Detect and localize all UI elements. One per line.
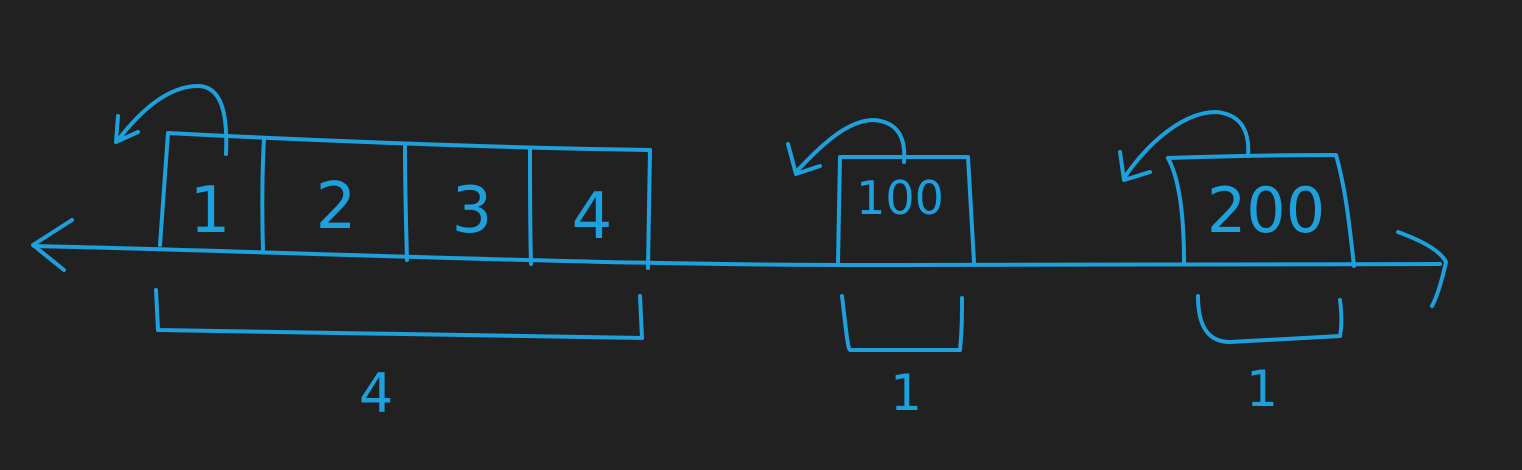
- group-3-count-label: 1: [1246, 360, 1278, 418]
- group-1-count-label: 4: [359, 362, 393, 425]
- group-3-box: [1166, 153, 1356, 268]
- group-3-bracket: [1196, 294, 1344, 344]
- group-3-cell-1: 200: [1207, 174, 1325, 247]
- group-1-cell-4: 4: [572, 180, 613, 254]
- right-arrowhead: [1396, 230, 1448, 308]
- group-1-divider-3: [528, 146, 533, 266]
- group-2-loop-arrowhead: [786, 142, 822, 176]
- group-1-cell-1: 1: [190, 174, 231, 248]
- group-1-bracket: [154, 288, 644, 340]
- group-1-cell-3: 3: [452, 174, 493, 248]
- group-2-count-label: 1: [890, 364, 922, 422]
- group-1-cell-2: 2: [316, 170, 357, 244]
- left-arrowhead: [31, 218, 74, 272]
- group-1-divider-1: [260, 136, 266, 252]
- group-1-loop-arrowhead: [114, 114, 140, 144]
- group-3-loop-arrowhead: [1118, 150, 1152, 182]
- group-2-loop-arrow: [796, 118, 907, 172]
- group-1-divider-2: [403, 143, 409, 262]
- group-2-bracket: [840, 294, 964, 352]
- number-line: [32, 244, 1442, 268]
- group-1-loop-arrow: [116, 83, 229, 156]
- group-2-cell-1: 100: [856, 171, 944, 225]
- group-3-loop-arrow: [1122, 110, 1251, 180]
- group-1-box: [158, 131, 652, 270]
